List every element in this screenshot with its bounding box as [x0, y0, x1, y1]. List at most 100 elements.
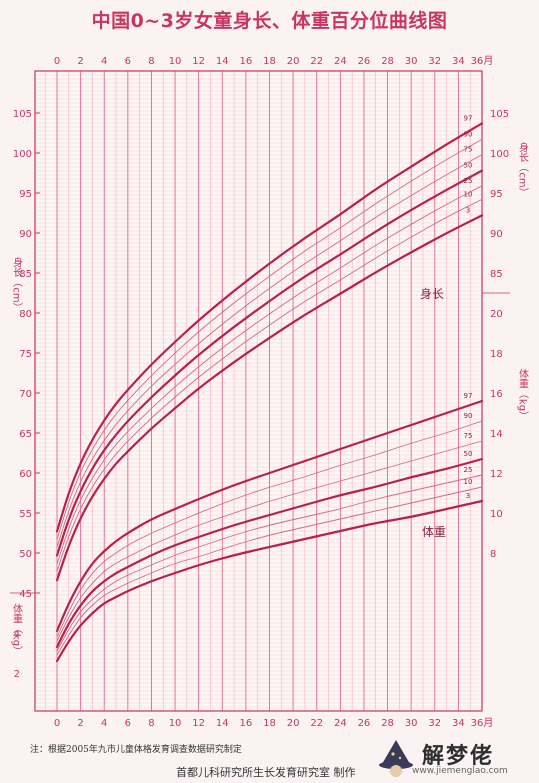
- weight-percentile-label-97: 97: [464, 392, 473, 400]
- length-tick-label-left: 70: [19, 389, 32, 400]
- site-watermark: 解梦佬 www.jiemenglao.com: [372, 738, 537, 780]
- length-tick-label-left: 100: [13, 149, 32, 160]
- x-tick-label-top: 18: [263, 56, 276, 67]
- x-tick-label-top: 2: [77, 56, 83, 67]
- length-tick-label-left: 80: [19, 309, 32, 320]
- length-curve-p50: [55, 169, 484, 557]
- x-tick-label-top: 12: [192, 56, 205, 67]
- x-tick-label-top: 28: [381, 56, 394, 67]
- x-tick-label-top: 0: [54, 56, 60, 67]
- maker-credit: 首都儿科研究所生长发育研究室 制作: [176, 766, 356, 779]
- length-percentile-label-75: 75: [464, 146, 473, 154]
- length-percentile-label-90: 90: [464, 130, 473, 138]
- plot-frame: [34, 70, 483, 712]
- watermark-brand: 解梦佬: [422, 744, 495, 769]
- weight-group-label: 体重: [422, 525, 446, 539]
- x-tick-label-top: 24: [334, 56, 347, 67]
- x-tick-label-top: 30: [405, 56, 418, 67]
- x-tick-label-bottom: 36月: [471, 717, 494, 729]
- weight-curve-p75: [56, 440, 483, 642]
- weight-percentile-label-75: 75: [464, 432, 473, 440]
- length-curve-p10: [56, 198, 483, 572]
- length-tick-label-right: 95: [490, 189, 503, 200]
- x-tick-label-bottom: 24: [334, 718, 347, 729]
- weight-percentile-label-90: 90: [464, 412, 473, 420]
- weight-curve-p50: [55, 457, 484, 649]
- length-tick-label-left: 75: [19, 349, 32, 360]
- weight-percentile-label-50: 50: [464, 450, 473, 458]
- x-tick-label-bottom: 16: [240, 718, 253, 729]
- x-tick-label-top: 8: [148, 56, 154, 67]
- length-axis-title-right: 身长（cm）: [517, 141, 529, 197]
- length-percentile-label-3: 3: [466, 206, 470, 214]
- x-tick-label-top: 14: [216, 56, 229, 67]
- x-tick-label-top: 34: [452, 56, 465, 67]
- weight-percentile-label-3: 3: [466, 492, 470, 500]
- chart-labels: 0022446688101012121414161618182020222224…: [11, 55, 529, 729]
- length-curve-p3: [55, 214, 484, 582]
- x-tick-label-bottom: 28: [381, 718, 394, 729]
- length-tick-label-left: 95: [19, 189, 32, 200]
- weight-percentile-label-10: 10: [464, 478, 473, 486]
- weight-tick-label-right: 20: [490, 309, 503, 320]
- weight-tick-label-right: 12: [490, 469, 503, 480]
- weight-curve-p97: [55, 399, 484, 633]
- length-tick-label-right: 100: [490, 149, 509, 160]
- length-tick-label-left: 105: [13, 109, 32, 120]
- x-tick-label-bottom: 26: [358, 718, 371, 729]
- x-tick-label-bottom: 34: [452, 718, 465, 729]
- x-tick-label-top: 22: [310, 56, 323, 67]
- length-tick-label-left: 55: [19, 509, 32, 520]
- x-tick-label-bottom: 2: [77, 718, 83, 729]
- weight-curve-p25: [56, 474, 483, 652]
- x-tick-label-top: 36月: [471, 55, 494, 67]
- x-tick-label-bottom: 4: [101, 718, 107, 729]
- weight-tick-label-right: 10: [490, 509, 503, 520]
- weight-axis-title-left: 体重（kg）: [11, 604, 23, 656]
- x-tick-label-bottom: 30: [405, 718, 418, 729]
- weight-tick-label-left: 2: [14, 669, 20, 680]
- x-tick-label-bottom: 10: [169, 718, 182, 729]
- length-percentile-label-50: 50: [464, 162, 473, 170]
- weight-tick-label-left: 4: [14, 629, 20, 640]
- x-tick-label-top: 20: [287, 56, 300, 67]
- length-curve-p90: [56, 138, 483, 540]
- x-tick-label-bottom: 6: [125, 718, 131, 729]
- weight-tick-label-right: 8: [490, 549, 496, 560]
- length-tick-label-right: 105: [490, 109, 509, 120]
- x-tick-label-top: 10: [169, 56, 182, 67]
- x-tick-label-bottom: 32: [428, 718, 441, 729]
- x-tick-label-top: 26: [358, 56, 371, 67]
- weight-curve-p3: [55, 499, 484, 663]
- x-tick-label-bottom: 20: [287, 718, 300, 729]
- weight-tick-label-right: 18: [490, 349, 503, 360]
- weight-tick-label-right: 14: [490, 429, 503, 440]
- length-percentile-label-97: 97: [464, 114, 473, 122]
- length-tick-label-left: 45: [19, 589, 32, 600]
- x-tick-label-bottom: 8: [148, 718, 154, 729]
- weight-tick-label-right: 16: [490, 389, 503, 400]
- x-tick-label-top: 32: [428, 56, 441, 67]
- length-tick-label-left: 65: [19, 429, 32, 440]
- length-curve-p75: [56, 154, 483, 548]
- watermark-site: www.jiemenglao.com: [412, 766, 508, 776]
- chart-axes: [10, 112, 510, 594]
- length-percentile-label-25: 25: [464, 177, 473, 185]
- length-axis-title-left: 身长（cm）: [11, 256, 23, 312]
- weight-curve-p10: [56, 486, 483, 656]
- length-curve-p97: [55, 122, 484, 533]
- x-tick-label-top: 6: [125, 56, 131, 67]
- length-tick-label-left: 50: [19, 549, 32, 560]
- length-percentile-label-10: 10: [464, 190, 473, 198]
- weight-percentile-label-25: 25: [464, 466, 473, 474]
- data-source-note: 注：根据2005年九市儿童体格发育调查数据研究制定: [30, 745, 242, 755]
- weight-curve-p90: [56, 420, 483, 638]
- x-tick-label-bottom: 22: [310, 718, 323, 729]
- x-tick-label-bottom: 12: [192, 718, 205, 729]
- length-tick-label-left: 85: [19, 269, 32, 280]
- weight-axis-title-right: 体重（kg）: [517, 369, 529, 421]
- x-tick-label-bottom: 14: [216, 718, 229, 729]
- length-tick-label-right: 90: [490, 229, 503, 240]
- chart-title: 中国0~3岁女童身长、体重百分位曲线图: [91, 10, 448, 32]
